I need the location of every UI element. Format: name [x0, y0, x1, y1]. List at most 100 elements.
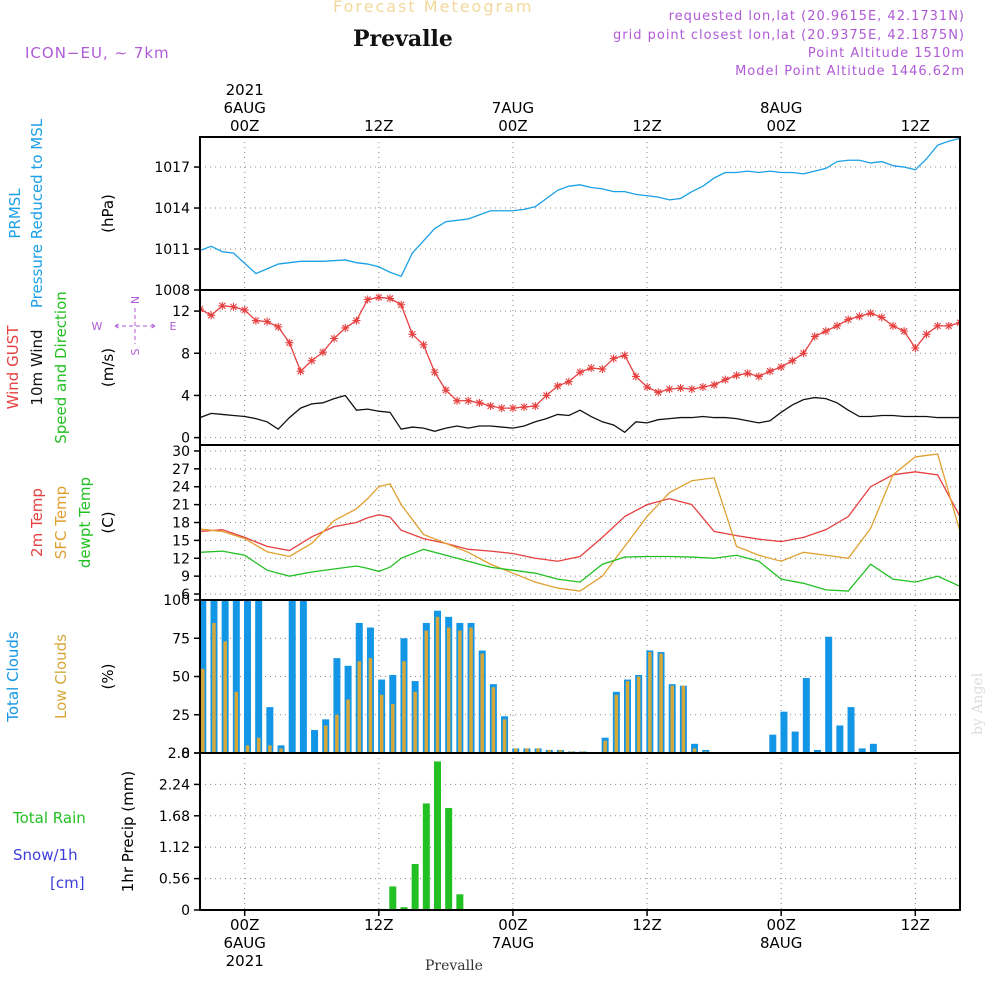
gust-marker [341, 323, 350, 332]
gust-marker [833, 321, 842, 330]
gust-marker [877, 313, 886, 322]
bar [379, 694, 384, 753]
gust-marker [944, 321, 953, 330]
bar [223, 641, 227, 753]
panel-label: Pressure Reduced to MSL [28, 118, 46, 308]
y-tick-label: 30 [172, 444, 190, 460]
bar [825, 636, 833, 753]
series-line [200, 296, 960, 409]
gust-marker [386, 294, 394, 303]
gust-marker [855, 312, 864, 321]
bar [814, 749, 821, 753]
bar [413, 691, 417, 753]
precip-label-cm: [cm] [50, 874, 85, 892]
y-tick-label: 12 [172, 551, 190, 567]
bar [659, 653, 663, 753]
gust-marker [609, 354, 618, 363]
bar [681, 685, 686, 753]
compass-arrows [114, 308, 156, 344]
compass-w: W [92, 320, 103, 333]
y-tick-label: 25 [172, 708, 190, 724]
bar [670, 685, 674, 753]
top-time-label: 2021 [226, 81, 264, 99]
panel-frame [199, 289, 961, 446]
gust-marker [766, 367, 774, 376]
gust-marker [821, 327, 830, 336]
y-tick-label: 27 [172, 462, 190, 478]
panel-label: 2m Temp [28, 488, 46, 557]
bar [480, 653, 484, 753]
bar [802, 678, 810, 753]
gust-marker [654, 388, 663, 397]
gust-marker [788, 356, 797, 365]
bar [780, 711, 788, 753]
gust-marker [542, 391, 551, 400]
top-time-label: 00Z [498, 117, 527, 135]
y-tick-label: 6 [181, 587, 190, 603]
panel-label: Speed and Direction [52, 291, 70, 444]
y-tick-label: 1008 [154, 283, 190, 299]
top-time-label: 12Z [901, 117, 930, 135]
y-tick-label: 1011 [154, 242, 190, 258]
gust-marker [799, 349, 808, 358]
bottom-time-label: 12Z [632, 916, 661, 934]
panel-label: SFC Temp [52, 486, 70, 559]
y-tick-label: 1.12 [159, 840, 190, 856]
gust-marker [810, 332, 819, 341]
bar [268, 745, 272, 753]
bar [422, 803, 430, 910]
y-unit-label: (C) [99, 511, 117, 533]
gust-marker [531, 401, 540, 410]
series-line [200, 453, 960, 592]
bar [323, 725, 328, 753]
gust-marker [922, 330, 931, 339]
gust-marker [698, 383, 707, 392]
gust-marker [710, 380, 719, 389]
bar [692, 748, 697, 753]
bar [456, 894, 464, 910]
bar [502, 719, 507, 753]
y-tick-label: 0 [181, 431, 190, 447]
gust-marker [218, 301, 227, 310]
gust-marker [508, 404, 517, 413]
bar [311, 730, 319, 753]
gust-marker [732, 371, 741, 380]
panel-label: dewpt Temp [76, 477, 94, 568]
gust-marker [576, 368, 584, 377]
gust-marker [285, 338, 294, 347]
gust-marker [397, 300, 406, 309]
panel-label: Total Clouds [4, 631, 22, 723]
series-line [200, 394, 960, 434]
bottom-time-label: 7AUG [492, 934, 534, 952]
gust-marker [587, 364, 596, 373]
gust-marker [743, 369, 752, 378]
compass-s: S [129, 348, 142, 355]
gust-marker [900, 327, 909, 336]
gust-marker [408, 330, 417, 339]
bar [513, 748, 518, 753]
bar [255, 600, 263, 753]
bar [434, 761, 441, 910]
bottom-station-label: Prevalle [425, 958, 483, 974]
gust-marker [665, 385, 674, 394]
gust-marker [564, 377, 573, 386]
bar [232, 600, 240, 753]
gust-marker [363, 295, 372, 304]
gust-marker [553, 381, 562, 390]
top-time-label: 12Z [632, 117, 661, 135]
gust-marker [419, 340, 428, 349]
bar [469, 627, 473, 753]
bar [446, 627, 451, 753]
y-tick-label: 1014 [154, 201, 190, 217]
y-tick-label: 9 [181, 569, 190, 585]
gust-marker [911, 343, 920, 352]
gust-marker [866, 309, 875, 318]
y-tick-label: 15 [172, 533, 190, 549]
gust-marker [721, 375, 730, 384]
y-tick-label: 4 [181, 388, 190, 404]
gust-marker [631, 372, 640, 381]
bar [245, 745, 250, 753]
gust-marker [497, 404, 506, 413]
bar [346, 699, 350, 753]
bar [491, 687, 496, 753]
